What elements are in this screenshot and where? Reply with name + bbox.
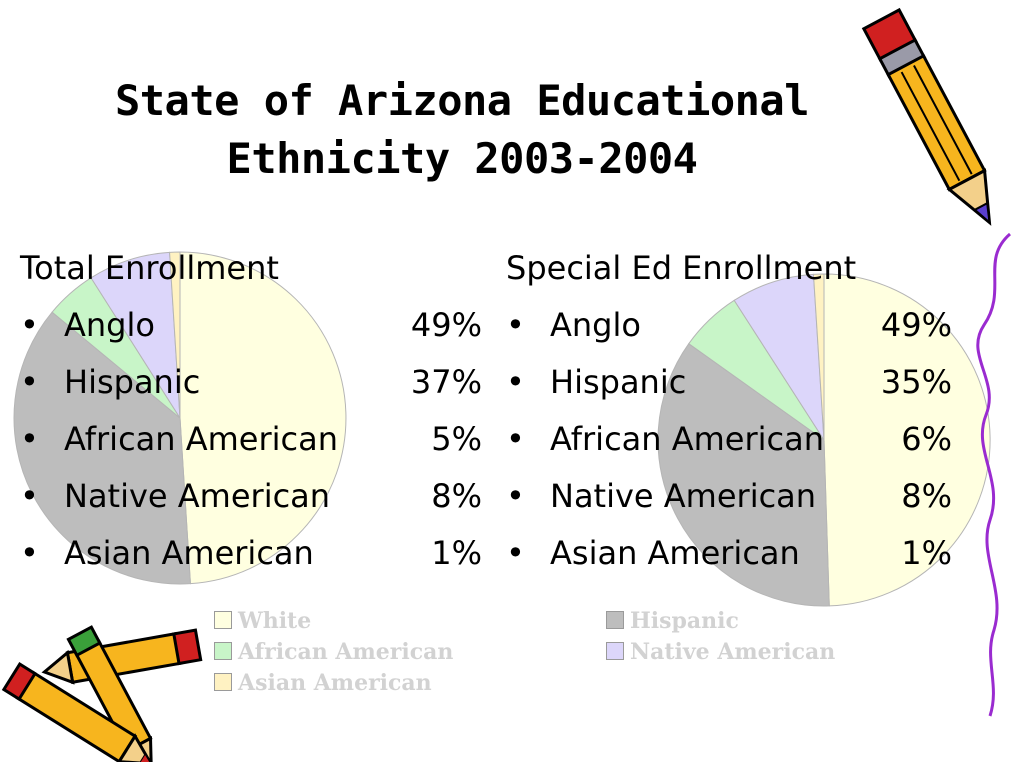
crayons-icon bbox=[1, 625, 203, 762]
bullet: • bbox=[20, 306, 39, 344]
list-item: • Hispanic 37% bbox=[20, 354, 482, 411]
list-item: • Asian American 1% bbox=[20, 525, 482, 582]
category-label: Hispanic bbox=[550, 363, 687, 401]
value-label: 6% bbox=[901, 420, 952, 458]
pie-slice-anglo bbox=[179, 251, 347, 585]
list-item: • Anglo 49% bbox=[506, 297, 952, 354]
legend-item-asian-american: Asian American bbox=[214, 668, 432, 699]
bullet: • bbox=[506, 420, 525, 458]
list-item: • Hispanic 35% bbox=[506, 354, 952, 411]
legend-label: White bbox=[238, 608, 312, 634]
category-label: Anglo bbox=[550, 306, 641, 344]
legend-label: Asian American bbox=[238, 670, 432, 696]
chart-legend: White Hispanic African American Native A… bbox=[214, 606, 914, 706]
value-label: 49% bbox=[880, 306, 952, 344]
legend-swatch bbox=[214, 611, 232, 629]
legend-label: African American bbox=[238, 639, 454, 665]
bullet: • bbox=[506, 477, 525, 515]
bullet: • bbox=[506, 306, 525, 344]
category-label: African American bbox=[550, 420, 824, 458]
pie-special-ed-enrollment bbox=[657, 273, 991, 607]
total-enrollment-heading: Total Enrollment bbox=[20, 249, 279, 287]
legend-item-hispanic: Hispanic bbox=[606, 606, 739, 637]
bullet: • bbox=[20, 420, 39, 458]
list-item: • African American 6% bbox=[506, 411, 952, 468]
category-label: Native American bbox=[64, 477, 331, 515]
legend-swatch bbox=[214, 642, 232, 660]
legend-item-native-american: Native American bbox=[606, 637, 835, 668]
legend-swatch bbox=[606, 642, 624, 660]
category-label: Native American bbox=[550, 477, 817, 515]
list-item: • Native American 8% bbox=[20, 468, 482, 525]
pie-slice-anglo bbox=[823, 273, 991, 607]
legend-label: Native American bbox=[630, 639, 836, 665]
value-label: 35% bbox=[880, 363, 952, 401]
legend-swatch bbox=[214, 673, 232, 691]
category-label: African American bbox=[64, 420, 338, 458]
value-label: 5% bbox=[431, 420, 482, 458]
title-line-2: Ethnicity 2003-2004 bbox=[226, 134, 698, 183]
bullet: • bbox=[506, 534, 525, 572]
pie-slice-hispanic bbox=[13, 311, 191, 585]
category-label: Asian American bbox=[64, 534, 314, 572]
special-ed-enrollment-heading: Special Ed Enrollment bbox=[506, 249, 857, 287]
category-label: Hispanic bbox=[64, 363, 201, 401]
value-label: 8% bbox=[901, 477, 952, 515]
bullet: • bbox=[20, 534, 39, 572]
value-label: 1% bbox=[901, 534, 952, 572]
legend-item-white: White bbox=[214, 606, 311, 637]
value-label: 1% bbox=[431, 534, 482, 572]
squiggle-line-icon bbox=[976, 232, 1011, 717]
legend-swatch bbox=[606, 611, 624, 629]
bullet: • bbox=[20, 363, 39, 401]
value-label: 8% bbox=[431, 477, 482, 515]
list-item: • Native American 8% bbox=[506, 468, 952, 525]
bullet: • bbox=[20, 477, 39, 515]
total-enrollment-panel: Total Enrollment • Anglo 49% • Hispanic 37% … bbox=[20, 240, 482, 582]
list-item: • Asian American 1% bbox=[506, 525, 952, 582]
value-label: 37% bbox=[410, 363, 482, 401]
pie-slice-asian-american bbox=[169, 251, 181, 419]
pie-slice-asian-american bbox=[812, 273, 825, 441]
pie-slice-hispanic bbox=[657, 343, 830, 607]
title-line-1: State of Arizona Educational bbox=[114, 76, 810, 125]
value-label: 49% bbox=[410, 306, 482, 344]
legend-label: Hispanic bbox=[630, 608, 739, 634]
legend-item-african-american: African American bbox=[214, 637, 453, 668]
list-item: • African American 5% bbox=[20, 411, 482, 468]
special-ed-enrollment-panel: Special Ed Enrollment • Anglo 49% • Hispani… bbox=[506, 240, 952, 582]
category-label: Anglo bbox=[64, 306, 155, 344]
category-label: Asian American bbox=[550, 534, 800, 572]
page-title: State of Arizona Educational Ethnicity 2… bbox=[0, 72, 924, 188]
pencil-icon bbox=[861, 7, 992, 226]
list-item: • Anglo 49% bbox=[20, 297, 482, 354]
pie-total-enrollment bbox=[13, 251, 347, 585]
bullet: • bbox=[506, 363, 525, 401]
